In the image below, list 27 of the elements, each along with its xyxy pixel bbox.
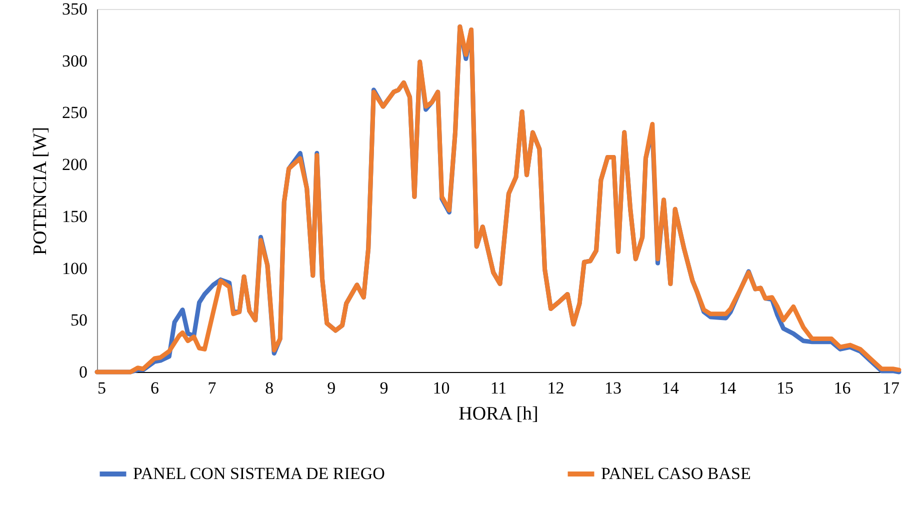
x-tick-label: 9 — [327, 378, 336, 398]
x-tick-label: 8 — [265, 378, 274, 398]
x-tick-label: 14 — [719, 378, 737, 398]
x-tick-label: 14 — [662, 378, 680, 398]
x-tick-label: 16 — [834, 378, 851, 398]
y-axis-title: POTENCIA [W] — [30, 126, 51, 256]
y-tick-label: 300 — [62, 51, 88, 70]
y-tick-label: 150 — [62, 206, 88, 226]
legend-label: PANEL CON SISTEMA DE RIEGO — [133, 464, 385, 483]
y-tick-label: 0 — [79, 362, 88, 382]
y-tick-label: 50 — [70, 310, 88, 330]
x-tick-label: 12 — [547, 378, 564, 398]
y-tick-label: 350 — [62, 0, 88, 18]
x-tick-label: 9 — [380, 378, 388, 398]
x-tick-label: 17 — [882, 378, 900, 398]
legend-label: PANEL CASO BASE — [601, 464, 751, 483]
x-tick-label: 11 — [490, 378, 507, 398]
x-tick-label: 15 — [776, 378, 794, 398]
y-tick-label: 200 — [62, 155, 88, 174]
x-tick-label: 13 — [604, 378, 622, 398]
x-axis-title: HORA [h] — [458, 404, 538, 424]
x-tick-label: 6 — [150, 378, 160, 398]
x-tick-label: 5 — [98, 378, 106, 398]
x-tick-label: 7 — [208, 378, 217, 398]
y-tick-label: 100 — [62, 258, 88, 278]
y-tick-label: 250 — [62, 103, 88, 122]
x-tick-label: 10 — [432, 378, 450, 398]
